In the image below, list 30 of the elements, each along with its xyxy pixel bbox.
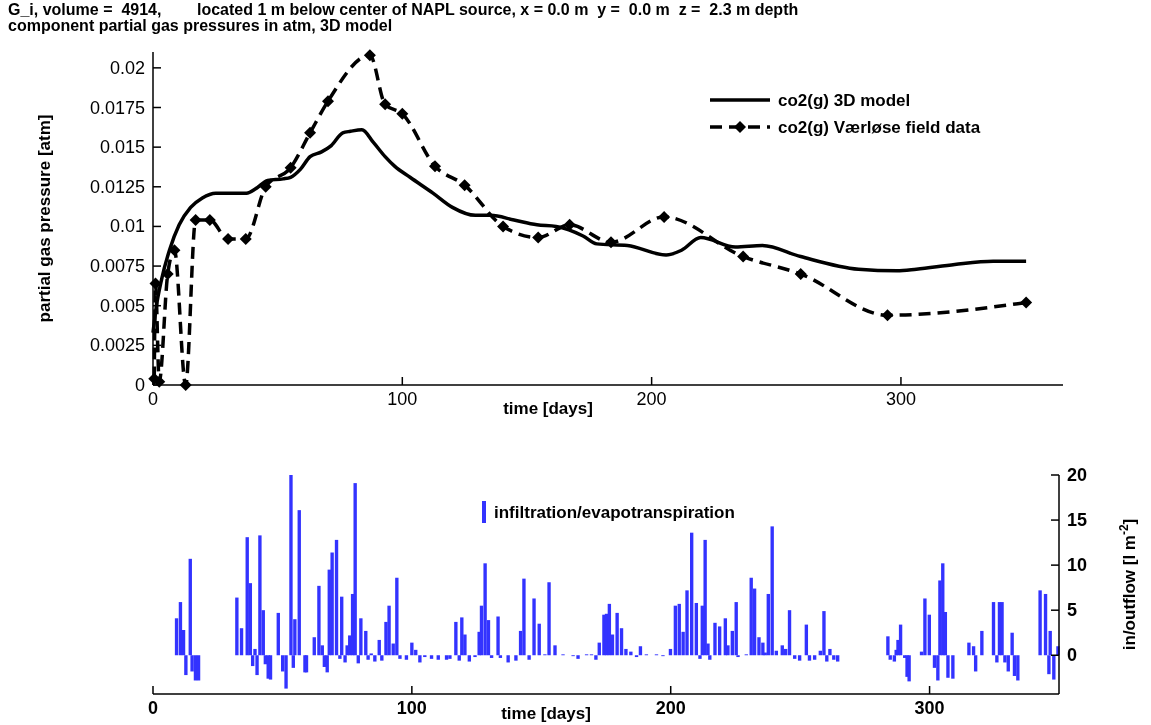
x-axis-title: time [days] — [501, 704, 591, 723]
y-tick-label: 0 — [1067, 645, 1078, 666]
y-tick-label: 0.0125 — [89, 176, 145, 197]
x-tick-label: 200 — [655, 698, 686, 718]
x-axis-title: time [days] — [503, 399, 593, 418]
y-tick-label: 0.015 — [99, 137, 145, 158]
y-axis-title: partial gas pressure [atm] — [35, 114, 54, 323]
chart-title: G_i, volume = 4914, located 1 m below center of NAPL source, x = 0.0 m y = 0.0 m z = 2.3 m depth — [8, 1, 799, 18]
y-tick-label: 0.02 — [109, 57, 145, 78]
y-tick-label: 15 — [1067, 510, 1088, 531]
y-tick-label: 5 — [1067, 600, 1078, 621]
x-tick-label: 100 — [387, 389, 418, 409]
y-tick-label: 0.005 — [99, 295, 145, 316]
y-tick-label: 0.0175 — [89, 97, 145, 118]
y-tick-label: 0 — [134, 375, 145, 395]
legend-label: co2(g) 3D model — [778, 91, 911, 110]
y-tick-label: 0.01 — [109, 216, 145, 237]
x-tick-label: 200 — [636, 389, 667, 409]
x-tick-label: 0 — [147, 698, 159, 718]
y-tick-label: 20 — [1067, 465, 1088, 485]
legend-label: infiltration/evapotranspiration — [494, 503, 735, 522]
y-tick-label: 0.0025 — [89, 335, 145, 356]
x-tick-label: 100 — [396, 698, 427, 718]
x-tick-label: 0 — [147, 389, 159, 409]
y-tick-label: 10 — [1067, 555, 1088, 576]
x-tick-label: 300 — [885, 389, 916, 409]
chart-subtitle: component partial gas pressures in atm, 3D model — [8, 17, 393, 34]
y-tick-label: 0.0075 — [89, 256, 145, 277]
x-tick-label: 300 — [914, 698, 945, 718]
legend-label: co2(g) Værløse field data — [778, 118, 981, 137]
